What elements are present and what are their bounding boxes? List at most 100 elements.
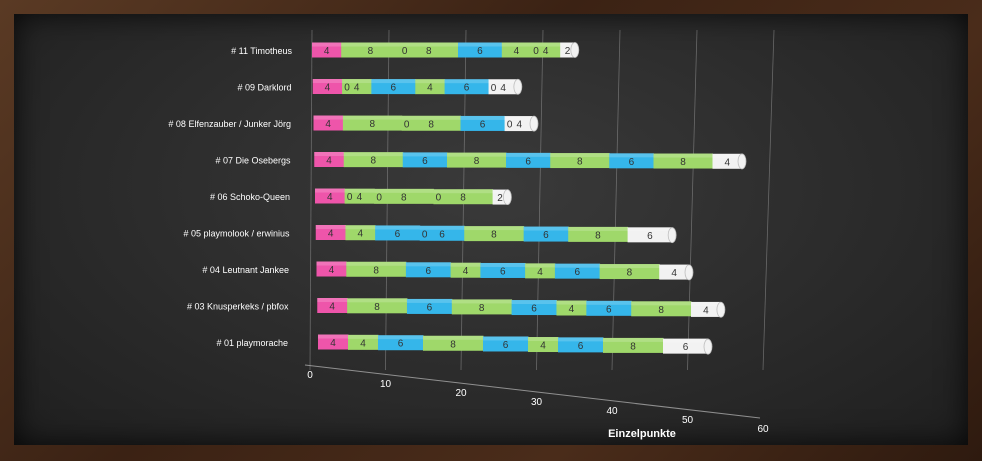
bar-end-cap <box>502 189 512 206</box>
bar-segment-highlight <box>344 188 375 193</box>
bar-segment-highlight <box>492 189 508 194</box>
bar-segment-highlight <box>346 261 407 266</box>
data-label: 4 <box>326 156 332 167</box>
data-label: 8 <box>479 303 485 314</box>
data-label: 4 <box>327 192 333 203</box>
data-label: 2 <box>565 46 571 57</box>
data-label: 4 <box>329 302 335 313</box>
data-label: 8 <box>474 156 480 167</box>
bar-segment <box>341 42 401 58</box>
bar-segment-highlight <box>399 42 459 47</box>
bar-segment <box>315 188 346 204</box>
bar-segment-highlight <box>378 335 424 340</box>
bar-segment-highlight <box>483 336 529 341</box>
data-label: 6 <box>647 231 653 242</box>
data-label: 6 <box>683 342 689 353</box>
bar-segment <box>506 152 551 168</box>
bar-segment-highlight <box>315 225 346 229</box>
data-label: 6 <box>480 119 486 130</box>
bar-segment-highlight <box>609 153 654 158</box>
data-label: 4 <box>514 46 520 57</box>
x-tick-label: 60 <box>757 424 769 435</box>
bar-segment <box>314 152 345 167</box>
data-label: 0 <box>404 119 410 130</box>
data-label: 8 <box>577 157 583 168</box>
bar-segment <box>531 42 561 58</box>
bar-segment <box>344 188 375 204</box>
bar-segment <box>558 337 604 353</box>
bar-segment-highlight <box>511 300 557 305</box>
data-label: 0 <box>402 46 408 57</box>
bar-segment-highlight <box>374 188 434 193</box>
axis-layer: 0 10 20 30 40 50 60 <box>304 364 769 435</box>
data-label: 8 <box>426 46 432 57</box>
data-label: 0 <box>436 193 442 204</box>
gridline <box>611 29 621 371</box>
bar-segment <box>406 298 453 314</box>
bar-segment-highlight <box>312 42 342 47</box>
bar-segment-highlight <box>531 42 561 47</box>
data-label: 4 <box>671 268 677 279</box>
gridline <box>309 29 313 371</box>
bar-segment <box>345 225 376 241</box>
bar-segment <box>523 226 569 242</box>
bar-segment <box>415 79 446 95</box>
bar-segment <box>315 225 346 240</box>
bar-segment <box>659 264 690 280</box>
bars-layer <box>312 42 747 355</box>
bar-segment <box>556 300 587 316</box>
data-label: 4 <box>324 46 330 57</box>
bar-segment-highlight <box>312 79 343 83</box>
bar-segment <box>501 42 532 58</box>
data-label: 0 <box>422 229 428 240</box>
bar-segment-highlight <box>556 300 587 305</box>
bar-segment-highlight <box>343 152 404 157</box>
bar-segment <box>312 79 343 94</box>
bar-segment <box>691 301 722 317</box>
bar-segment <box>399 42 459 58</box>
category-label: # 08 Elfenzauber / Junker Jörg <box>168 119 291 129</box>
bar-segment <box>528 337 559 353</box>
bar-segment-highlight <box>523 226 569 231</box>
bar-segment-highlight <box>659 264 690 269</box>
bar-segment <box>342 115 403 131</box>
data-label: 6 <box>464 83 470 94</box>
bar-segment-highlight <box>480 262 526 267</box>
bar-segment <box>374 188 434 204</box>
x-tick-label: 10 <box>380 379 392 390</box>
bar-segment <box>316 261 347 277</box>
bar-segment-highlight <box>488 79 519 84</box>
data-label: 8 <box>658 305 664 316</box>
bar-segment <box>550 153 610 169</box>
data-label: 6 <box>395 229 401 240</box>
data-label: 4 <box>703 305 709 316</box>
data-label: 6 <box>629 157 635 168</box>
bar-segment-highlight <box>433 189 494 194</box>
bar-segment-highlight <box>460 115 506 120</box>
bar-segment-highlight <box>586 300 632 305</box>
data-label: 8 <box>370 119 376 130</box>
data-label: 6 <box>578 341 584 352</box>
bar-segment <box>504 116 535 132</box>
data-label: 0 <box>491 83 497 94</box>
data-label: 8 <box>491 230 497 241</box>
x-axis-title: Einzelpunkte <box>608 428 676 440</box>
category-label: # 07 Die Osebergs <box>215 156 291 166</box>
bar-segment <box>460 115 506 131</box>
data-label: 8 <box>627 268 633 279</box>
bar-segment-highlight <box>318 334 349 339</box>
bar-segment-highlight <box>316 261 347 266</box>
bar-segment <box>603 337 664 353</box>
bar-segment-highlight <box>313 115 344 120</box>
data-label: 4 <box>354 83 360 94</box>
data-label: 2 <box>497 193 503 204</box>
data-label: 8 <box>370 156 376 167</box>
data-label: 4 <box>325 119 331 130</box>
bar-end-cap <box>529 115 539 132</box>
data-label: 8 <box>368 46 374 57</box>
data-label: 8 <box>450 339 456 350</box>
bar-segment <box>451 299 513 315</box>
data-label: 4 <box>517 120 523 131</box>
bar-segment-highlight <box>406 298 453 303</box>
category-label: # 03 Knusperkeks / pbfox <box>187 302 289 312</box>
